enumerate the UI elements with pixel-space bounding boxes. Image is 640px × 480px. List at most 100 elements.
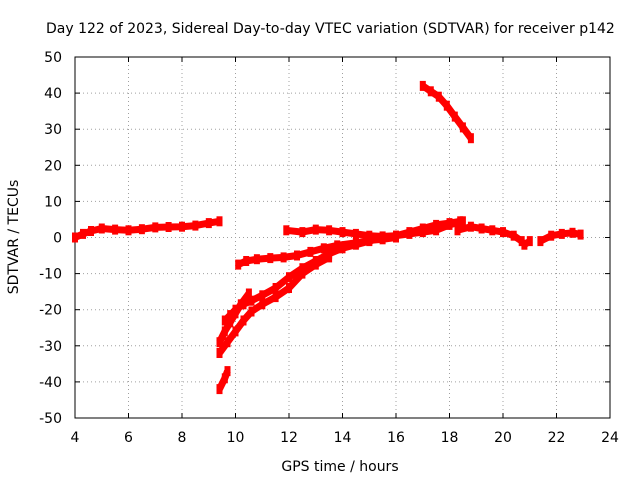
data-point: [179, 221, 185, 232]
data-point: [221, 373, 228, 384]
data-point: [433, 219, 440, 230]
y-tick-label: -30: [39, 339, 62, 355]
data-point: [419, 80, 426, 91]
y-tick-label: -10: [39, 267, 62, 283]
data-point: [459, 216, 466, 227]
data-point: [235, 259, 242, 270]
data-point: [253, 254, 260, 265]
data-point: [299, 227, 306, 238]
data-point: [339, 243, 346, 254]
data-point: [221, 315, 228, 326]
data-point: [427, 86, 434, 97]
data-point: [435, 91, 442, 102]
data-point: [294, 250, 300, 261]
axis-ticks: 4 6 8 10 12 14 16 18 20 22 24 -50 -40 -30 -20 -10 0 10 20 3…: [39, 50, 619, 446]
data-point: [510, 230, 517, 241]
x-tick-label: 14: [334, 430, 352, 446]
series-track-7: [216, 366, 231, 395]
series-track-10: [537, 227, 584, 247]
data-point: [558, 228, 565, 239]
series-track-3: [283, 216, 466, 242]
data-point: [224, 366, 231, 377]
data-point: [224, 337, 231, 348]
data-point: [339, 227, 346, 238]
data-point: [112, 224, 119, 235]
data-point: [312, 259, 319, 270]
data-point: [352, 237, 359, 248]
data-point: [248, 306, 255, 317]
data-point: [537, 236, 544, 247]
y-tick-label: 20: [44, 158, 62, 174]
y-tick-label: -20: [39, 303, 62, 319]
data-point: [307, 246, 314, 257]
data-point: [299, 263, 306, 274]
data-point: [243, 256, 250, 266]
x-tick-label: 20: [494, 430, 512, 446]
data-point: [216, 216, 223, 227]
data-point: [577, 229, 584, 240]
y-tick-label: 50: [44, 50, 62, 66]
data-point: [286, 272, 292, 283]
series-track-5: [216, 252, 333, 358]
data-point: [259, 290, 266, 301]
x-tick-label: 16: [387, 430, 405, 446]
x-tick-label: 10: [227, 430, 245, 446]
data-point: [406, 228, 413, 239]
data-point: [526, 236, 533, 247]
y-tick-label: 10: [44, 194, 62, 210]
data-point: [283, 225, 290, 236]
data-point: [446, 219, 453, 230]
data-point: [272, 283, 279, 293]
data-point: [232, 308, 239, 319]
data-point: [379, 234, 386, 245]
data-point: [352, 228, 359, 239]
data-point: [125, 225, 132, 236]
data-point: [237, 299, 244, 310]
data-point: [227, 317, 234, 328]
data-point: [165, 222, 172, 232]
data-point: [299, 268, 306, 279]
y-tick-label: 30: [44, 122, 62, 138]
data-point: [419, 227, 426, 238]
data-point: [80, 228, 86, 239]
data-point: [216, 384, 223, 395]
data-point: [569, 227, 576, 238]
data-point: [454, 225, 461, 236]
data-point: [192, 220, 199, 231]
data-point: [232, 326, 239, 337]
data-point: [459, 122, 466, 133]
series-track-1: [72, 216, 223, 243]
data-point: [500, 227, 506, 238]
x-tick-label: 4: [71, 430, 80, 446]
data-point: [467, 133, 474, 144]
data-point: [216, 348, 223, 358]
data-point: [467, 221, 474, 232]
data-point: [443, 100, 450, 111]
series-track-6: [216, 288, 252, 348]
series-layer: [72, 80, 584, 395]
data-point: [393, 232, 399, 243]
data-point: [248, 295, 255, 306]
series-track-9: [521, 236, 533, 250]
y-tick-label: -40: [39, 375, 62, 391]
data-point: [286, 283, 292, 293]
data-point: [272, 292, 279, 303]
x-tick-label: 24: [601, 430, 619, 446]
data-point: [205, 218, 212, 229]
data-point: [489, 225, 496, 236]
data-point: [326, 225, 333, 236]
series-track-4: [235, 232, 399, 270]
data-point: [227, 310, 234, 321]
data-point: [326, 252, 333, 263]
data-point: [280, 252, 287, 263]
data-point: [240, 315, 247, 326]
data-point: [334, 240, 341, 251]
data-point: [366, 235, 373, 246]
x-tick-label: 6: [124, 430, 133, 446]
data-point: [245, 288, 252, 299]
y-axis-label: SDTVAR / TECUs: [6, 180, 22, 295]
data-point: [267, 253, 274, 264]
series-track-11: [419, 80, 474, 144]
